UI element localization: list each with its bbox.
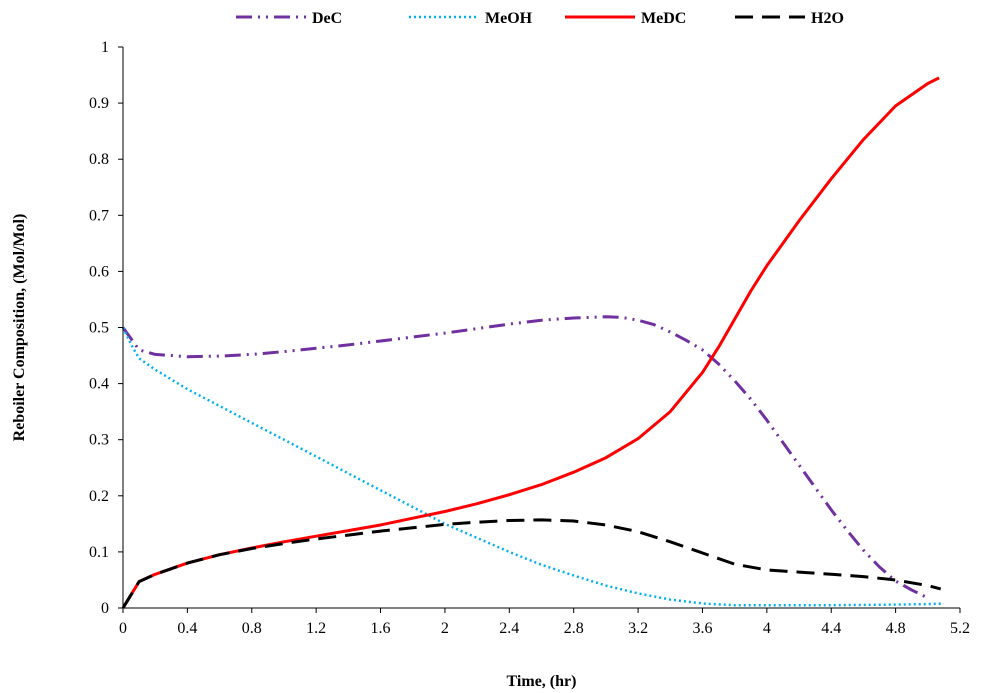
y-tick-label: 0.7 bbox=[89, 207, 109, 224]
y-tick-label: 0.2 bbox=[89, 488, 109, 505]
y-tick-label: 0 bbox=[101, 600, 109, 617]
x-tick-label: 4.4 bbox=[821, 620, 841, 637]
legend-label-dec: DeC bbox=[312, 10, 342, 27]
chart-legend: DeC MeOH MeDC H2O bbox=[236, 10, 844, 27]
x-tick-label: 2.8 bbox=[564, 620, 584, 637]
x-axis: 0 0.4 0.8 1.2 1.6 2 2.4 2.8 3.2 3.6 4 4.4 4.8 5.2 bbox=[119, 607, 970, 637]
series-line-medc bbox=[121, 76, 940, 609]
y-tick-label: 0.4 bbox=[89, 376, 109, 393]
x-tick-label: 0 bbox=[119, 620, 127, 637]
y-axis: 0 0.1 0.2 0.3 0.4 0.5 0.6 0.7 0.8 0.9 1 bbox=[89, 39, 124, 617]
x-tick-label: 0.8 bbox=[242, 620, 262, 637]
x-tick-label: 5.2 bbox=[950, 620, 970, 637]
legend-label-medc: MeDC bbox=[641, 10, 686, 27]
x-tick-label: 3.6 bbox=[692, 620, 712, 637]
x-tick-label: 0.4 bbox=[177, 620, 197, 637]
series-line-dec bbox=[121, 315, 929, 600]
legend-label-h2o: H2O bbox=[811, 10, 844, 27]
x-tick-label: 3.2 bbox=[628, 620, 648, 637]
y-tick-label: 0.3 bbox=[89, 432, 109, 449]
plot-area bbox=[121, 76, 944, 609]
x-tick-label: 1.2 bbox=[306, 620, 326, 637]
x-axis-title: Time, (hr) bbox=[507, 673, 577, 690]
y-tick-label: 0.8 bbox=[89, 151, 109, 168]
series-line-h2o bbox=[121, 518, 942, 609]
x-tick-label: 4.8 bbox=[886, 620, 906, 637]
x-tick-label: 4 bbox=[763, 620, 771, 637]
y-axis-title: Reboiler Composition, (Mol/Mol) bbox=[11, 214, 28, 442]
y-tick-label: 0.5 bbox=[89, 320, 109, 337]
x-tick-label: 1.6 bbox=[371, 620, 391, 637]
x-tick-label: 2.4 bbox=[499, 620, 519, 637]
y-tick-label: 0.1 bbox=[89, 544, 109, 561]
y-tick-label: 1 bbox=[101, 39, 109, 56]
series-line-meoh bbox=[121, 326, 944, 607]
y-tick-label: 0.6 bbox=[89, 263, 109, 280]
legend-label-meoh: MeOH bbox=[485, 10, 533, 27]
x-tick-label: 2 bbox=[441, 620, 449, 637]
y-tick-label: 0.9 bbox=[89, 95, 109, 112]
